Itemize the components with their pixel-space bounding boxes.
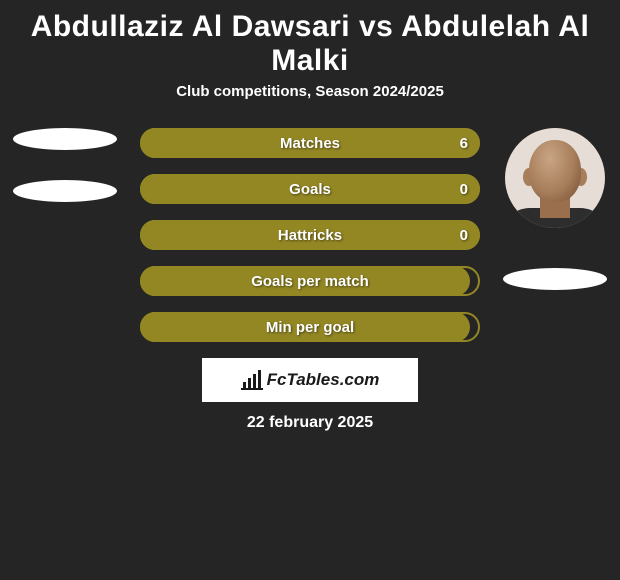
player-left-column — [10, 128, 120, 232]
logo-text: FcTables.com — [267, 370, 380, 390]
stat-bars-container: Matches6Goals0Hattricks0Goals per matchM… — [140, 128, 480, 342]
stat-bar-label: Min per goal — [140, 312, 480, 342]
stat-bar-row: Goals per match — [140, 266, 480, 296]
player-right-flag-placeholder — [503, 268, 607, 290]
stat-bar-value: 6 — [460, 128, 468, 158]
stat-bar-value: 0 — [460, 220, 468, 250]
stat-bar-label: Goals — [140, 174, 480, 204]
stat-bar-label: Goals per match — [140, 266, 480, 296]
stat-bar-row: Min per goal — [140, 312, 480, 342]
player-right-column — [500, 128, 610, 290]
comparison-title: Abdullaziz Al Dawsari vs Abdulelah Al Ma… — [0, 0, 620, 83]
stat-bar-label: Matches — [140, 128, 480, 158]
logo-box: FcTables.com — [202, 358, 418, 402]
player-left-photo-placeholder — [13, 128, 117, 150]
stat-bar-label: Hattricks — [140, 220, 480, 250]
player-left-flag-placeholder — [13, 180, 117, 202]
stat-bar-row: Hattricks0 — [140, 220, 480, 250]
comparison-date: 22 february 2025 — [0, 414, 620, 432]
stat-bar-row: Goals0 — [140, 174, 480, 204]
player-right-avatar — [505, 128, 605, 228]
bar-chart-icon — [241, 370, 263, 390]
comparison-subtitle: Club competitions, Season 2024/2025 — [0, 83, 620, 100]
stat-bar-value: 0 — [460, 174, 468, 204]
content-area: Matches6Goals0Hattricks0Goals per matchM… — [0, 128, 620, 432]
stat-bar-row: Matches6 — [140, 128, 480, 158]
